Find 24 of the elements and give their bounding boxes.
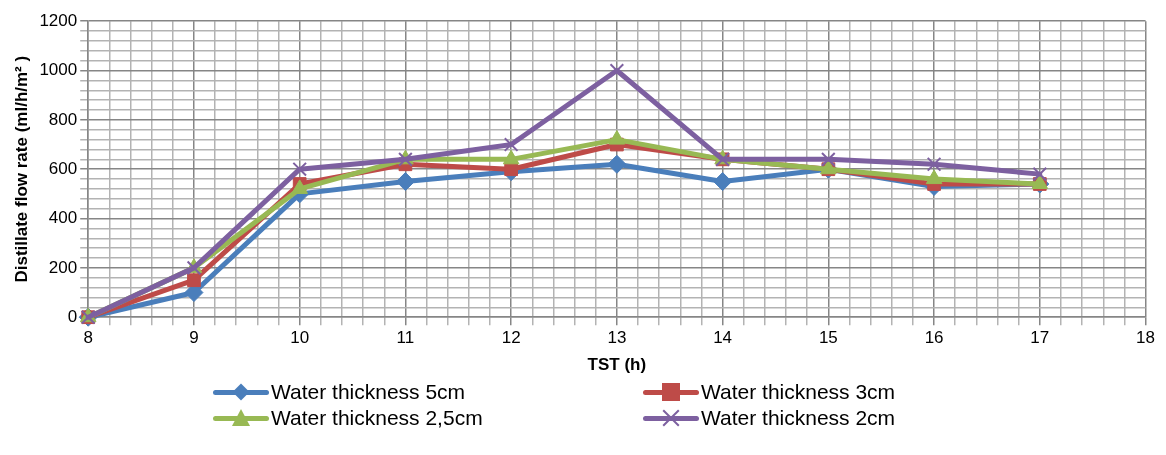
x-tick-label: 8 bbox=[83, 328, 93, 348]
y-tick-label: 600 bbox=[48, 158, 78, 178]
y-tick-label: 1200 bbox=[39, 10, 78, 30]
x-tick-label: 15 bbox=[818, 328, 838, 348]
x-tick-label: 13 bbox=[607, 328, 627, 348]
y-tick-label: 400 bbox=[48, 208, 78, 228]
x-axis-title: TST (h) bbox=[587, 355, 647, 375]
y-tick-label: 800 bbox=[48, 109, 78, 129]
legend-label: Water thickness 5cm bbox=[271, 380, 466, 404]
x-tick-label: 10 bbox=[290, 328, 310, 348]
legend-label: Water thickness 3cm bbox=[701, 380, 896, 404]
x-tick-label: 9 bbox=[189, 328, 199, 348]
x-tick-label: 11 bbox=[396, 328, 415, 348]
x-tick-label: 12 bbox=[501, 328, 521, 348]
legend-label: Water thickness 2,5cm bbox=[271, 406, 483, 430]
x-tick-label: 16 bbox=[924, 328, 944, 348]
y-axis-title: Distillate flow rate (ml/h/m² ) bbox=[11, 55, 31, 283]
x-tick-label: 17 bbox=[1030, 328, 1050, 348]
legend-label: Water thickness 2cm bbox=[701, 406, 896, 430]
y-tick-label: 0 bbox=[67, 306, 78, 326]
x-tick-label: 14 bbox=[713, 328, 733, 348]
y-tick-label: 200 bbox=[48, 257, 78, 277]
y-tick-label: 1000 bbox=[39, 60, 78, 80]
x-tick-label: 18 bbox=[1136, 328, 1156, 348]
